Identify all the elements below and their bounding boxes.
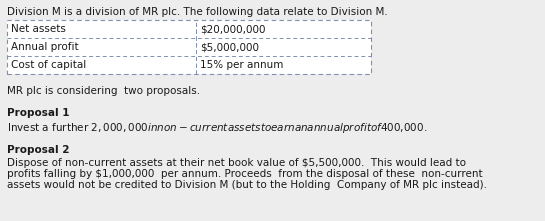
Bar	[7, 20, 371, 74]
Text: Proposal 2: Proposal 2	[7, 145, 70, 155]
Text: Invest a further $2,000,000  in non-current  assets to earn an annual profit of : Invest a further $2,000,000 in non-curre…	[7, 121, 427, 135]
Text: Dispose of non-current assets at their net book value of $5,500,000.  This would: Dispose of non-current assets at their n…	[7, 158, 466, 168]
Text: Cost of capital: Cost of capital	[11, 60, 86, 70]
Text: Division M is a division of MR plc. The following data relate to Division M.: Division M is a division of MR plc. The …	[7, 7, 387, 17]
Text: 15% per annum: 15% per annum	[200, 60, 283, 70]
Text: assets would not be credited to Division M (but to the Holding  Company of MR pl: assets would not be credited to Division…	[7, 180, 487, 190]
Text: Annual profit: Annual profit	[11, 42, 78, 52]
Text: Proposal 1: Proposal 1	[7, 108, 70, 118]
Text: profits falling by $1,000,000  per annum. Proceeds  from the disposal of these  : profits falling by $1,000,000 per annum.…	[7, 169, 483, 179]
Text: MR plc is considering  two proposals.: MR plc is considering two proposals.	[7, 86, 200, 96]
Bar	[7, 20, 371, 74]
Text: $5,000,000: $5,000,000	[200, 42, 259, 52]
Text: $20,000,000: $20,000,000	[200, 24, 266, 34]
Text: Net assets: Net assets	[11, 24, 66, 34]
